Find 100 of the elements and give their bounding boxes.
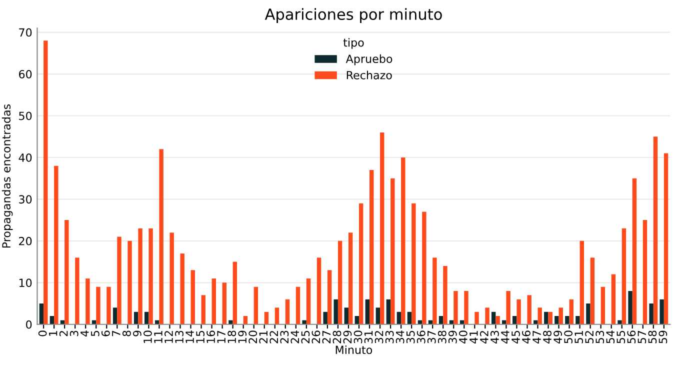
bar [474, 312, 479, 324]
bar [338, 240, 342, 324]
x-tick-label: 2 [59, 331, 68, 336]
bar [464, 290, 468, 324]
bar [485, 308, 490, 324]
bar [611, 274, 616, 324]
x-tick-label: 44 [501, 330, 510, 344]
x-tick-label: 40 [458, 330, 468, 344]
x-tick-label: 18 [228, 330, 236, 343]
bar [576, 316, 580, 324]
bar [232, 262, 238, 324]
x-tick-label: 17 [217, 330, 226, 343]
x-tick-label: 55 [616, 330, 626, 344]
x-tick-label: 28 [332, 330, 342, 344]
x-tick-label: 8 [122, 330, 131, 336]
y-tick-label: 50 [19, 112, 32, 120]
bar [212, 278, 216, 324]
x-tick-label: 13 [175, 330, 184, 343]
bar [190, 270, 195, 324]
x-tick-label: 51 [574, 330, 584, 344]
x-tick-label: 29 [343, 330, 352, 344]
bar [222, 282, 227, 324]
bar [54, 166, 58, 324]
y-tick-label: 30 [19, 195, 32, 204]
x-tick-label: 33 [385, 330, 394, 344]
bar [376, 308, 380, 324]
y-axis-title: Propagandas encontradas [2, 104, 13, 248]
bar [496, 316, 500, 324]
bar [348, 232, 353, 324]
x-tick-label: 23 [280, 330, 289, 344]
y-tick-label: 40 [18, 153, 32, 162]
bar [327, 270, 332, 324]
bar [412, 203, 416, 324]
bar [170, 232, 174, 324]
x-tick-label: 31 [364, 330, 373, 344]
bar [449, 320, 454, 324]
x-tick-label: 35 [406, 330, 415, 344]
x-tick-label: 49 [554, 330, 562, 344]
bar [432, 258, 437, 324]
bar [534, 320, 538, 324]
bar [586, 304, 590, 324]
bar [418, 320, 422, 324]
bar [180, 253, 184, 324]
bar [358, 203, 364, 324]
x-tick-label: 20 [248, 330, 258, 344]
bar [622, 228, 626, 324]
bar [144, 312, 149, 324]
bar [660, 299, 664, 324]
x-tick-label: 19 [238, 330, 247, 343]
x-tick-label: 57 [638, 330, 646, 344]
x-tick-label: 45 [512, 330, 520, 344]
bar [354, 316, 359, 324]
x-axis-title: Minuto [336, 345, 372, 354]
bar [580, 240, 584, 324]
bar [438, 316, 444, 324]
bar [39, 304, 44, 324]
bar [96, 286, 100, 324]
x-tick-label: 56 [627, 330, 636, 344]
bar [134, 312, 138, 324]
x-tick-label: 22 [270, 331, 278, 344]
x-tick-label: 47 [532, 330, 541, 344]
bar [401, 157, 406, 324]
bar [454, 290, 458, 324]
bar [254, 286, 258, 324]
x-tick-label: 36 [416, 330, 426, 344]
bar [628, 290, 632, 324]
bar [159, 149, 164, 324]
bar [653, 136, 658, 324]
y-tick-label: 60 [19, 70, 32, 78]
bar [554, 316, 559, 324]
bar [632, 178, 637, 324]
bar [565, 316, 570, 324]
bar [86, 278, 90, 324]
y-tick-label: 0 [26, 320, 32, 329]
legend-label: Apruebo [346, 54, 392, 66]
chart-title: Apariciones por minuto [264, 8, 442, 23]
bar [148, 228, 153, 324]
x-tick-label: 10 [144, 330, 152, 343]
bar [512, 316, 517, 324]
bar [386, 299, 391, 324]
legend-title: tipo [343, 38, 364, 49]
x-tick-label: 11 [154, 330, 162, 343]
x-tick-label: 1 [49, 330, 58, 336]
bar [334, 299, 338, 324]
bar [344, 308, 348, 324]
x-tick-label: 26 [312, 330, 320, 344]
bar [302, 320, 306, 324]
x-tick-label: 43 [490, 330, 499, 344]
bar [117, 236, 122, 324]
bar [380, 132, 384, 324]
legend-label: Rechazo [346, 70, 392, 80]
bar [390, 178, 395, 324]
bar [491, 312, 496, 324]
bar [516, 299, 521, 324]
x-tick-label: 54 [606, 330, 615, 344]
y-tick-label: 20 [19, 236, 32, 246]
x-tick-label: 6 [101, 330, 110, 336]
bar [138, 228, 142, 324]
bar [460, 320, 464, 324]
bar [422, 212, 426, 324]
